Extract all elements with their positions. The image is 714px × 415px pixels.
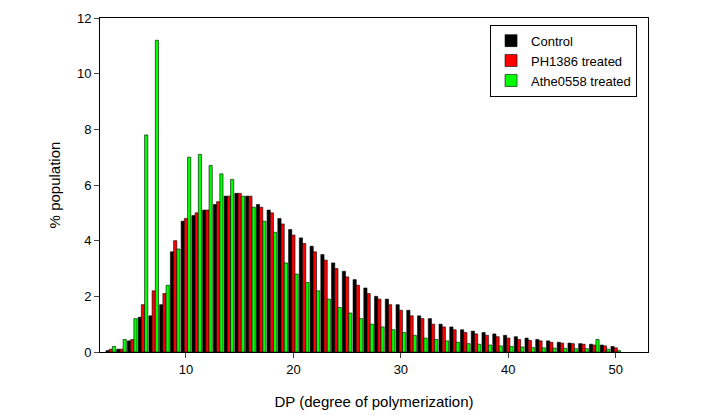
svg-text:20: 20 [286,362,300,377]
svg-text:Athe0558 treated: Athe0558 treated [531,74,631,89]
svg-text:8: 8 [84,122,91,137]
svg-text:2: 2 [84,289,91,304]
svg-text:10: 10 [179,362,193,377]
svg-text:PH1386 treated: PH1386 treated [531,54,622,69]
svg-text:DP (degree of polymerization): DP (degree of polymerization) [275,393,474,410]
svg-text:10: 10 [77,66,91,81]
svg-text:40: 40 [501,362,515,377]
svg-text:12: 12 [77,11,91,26]
svg-text:0: 0 [84,345,91,360]
svg-text:4: 4 [84,233,91,248]
svg-text:Control: Control [531,34,573,49]
svg-text:% population: % population [46,142,63,229]
svg-text:50: 50 [609,362,623,377]
svg-text:30: 30 [394,362,408,377]
svg-text:6: 6 [84,178,91,193]
